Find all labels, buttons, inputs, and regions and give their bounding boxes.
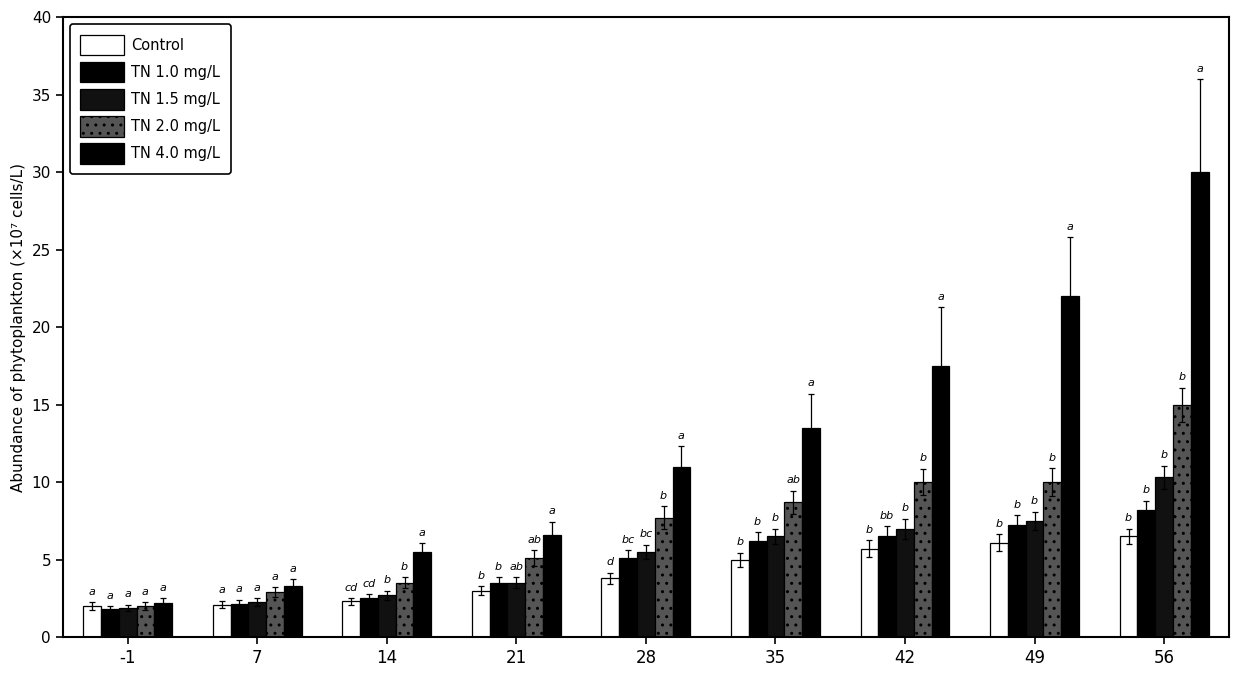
Text: b: b bbox=[1161, 450, 1168, 460]
Bar bbox=[213, 605, 231, 637]
Text: a: a bbox=[107, 591, 113, 601]
Text: b: b bbox=[919, 454, 926, 464]
Text: d: d bbox=[606, 557, 614, 567]
Bar bbox=[1120, 536, 1137, 637]
Bar bbox=[619, 558, 637, 637]
Text: a: a bbox=[1197, 64, 1203, 74]
Text: cd: cd bbox=[362, 579, 376, 589]
Text: ab: ab bbox=[527, 535, 541, 545]
Bar bbox=[931, 366, 950, 637]
Bar bbox=[1043, 482, 1061, 637]
Text: a: a bbox=[678, 431, 684, 441]
Text: ab: ab bbox=[786, 475, 800, 485]
Bar bbox=[231, 604, 248, 637]
Text: a: a bbox=[124, 589, 131, 599]
Bar bbox=[1025, 521, 1043, 637]
Text: b: b bbox=[1125, 513, 1132, 523]
Bar bbox=[1190, 172, 1209, 637]
Bar bbox=[655, 518, 672, 637]
Bar bbox=[601, 578, 619, 637]
Text: a: a bbox=[937, 292, 944, 302]
Bar bbox=[413, 552, 432, 637]
Text: bc: bc bbox=[621, 535, 635, 545]
Bar bbox=[136, 606, 154, 637]
Bar bbox=[248, 602, 267, 637]
Bar bbox=[284, 586, 301, 637]
Text: b: b bbox=[754, 517, 761, 527]
Text: b: b bbox=[996, 519, 1003, 529]
Bar bbox=[914, 482, 931, 637]
Bar bbox=[897, 529, 914, 637]
Bar bbox=[766, 536, 785, 637]
Text: ab: ab bbox=[510, 562, 523, 572]
Bar bbox=[730, 559, 749, 637]
Text: b: b bbox=[866, 525, 873, 535]
Text: a: a bbox=[254, 583, 260, 593]
Bar bbox=[543, 535, 560, 637]
Text: b: b bbox=[737, 537, 744, 547]
Text: b: b bbox=[1143, 485, 1149, 495]
Bar bbox=[267, 592, 284, 637]
Bar bbox=[360, 599, 378, 637]
Bar bbox=[878, 536, 897, 637]
Bar bbox=[396, 583, 413, 637]
Text: b: b bbox=[495, 562, 502, 572]
Text: a: a bbox=[548, 506, 556, 516]
Y-axis label: Abundance of phytoplankton (×10⁷ cells/L): Abundance of phytoplankton (×10⁷ cells/L… bbox=[11, 163, 26, 492]
Text: a: a bbox=[272, 572, 279, 582]
Bar bbox=[507, 583, 526, 637]
Text: a: a bbox=[1066, 222, 1074, 232]
Text: b: b bbox=[383, 575, 391, 585]
Bar bbox=[1173, 405, 1190, 637]
Bar bbox=[785, 502, 802, 637]
Bar bbox=[802, 428, 820, 637]
Text: a: a bbox=[218, 585, 224, 595]
Bar bbox=[342, 601, 360, 637]
Bar bbox=[472, 591, 490, 637]
Text: b: b bbox=[1049, 453, 1056, 462]
Text: bb: bb bbox=[880, 511, 894, 521]
Bar bbox=[637, 552, 655, 637]
Text: a: a bbox=[160, 583, 166, 593]
Bar bbox=[990, 542, 1008, 637]
Bar bbox=[1061, 296, 1079, 637]
Text: b: b bbox=[660, 491, 667, 500]
Text: b: b bbox=[401, 562, 408, 572]
Text: cd: cd bbox=[345, 583, 358, 593]
Text: a: a bbox=[419, 528, 425, 538]
Bar bbox=[1156, 477, 1173, 637]
Text: b: b bbox=[901, 503, 909, 513]
Text: a: a bbox=[289, 563, 296, 574]
Text: a: a bbox=[807, 378, 815, 388]
Text: a: a bbox=[141, 586, 149, 597]
Bar bbox=[490, 583, 507, 637]
Legend: Control, TN 1.0 mg/L, TN 1.5 mg/L, TN 2.0 mg/L, TN 4.0 mg/L: Control, TN 1.0 mg/L, TN 1.5 mg/L, TN 2.… bbox=[71, 24, 231, 174]
Bar bbox=[378, 595, 396, 637]
Text: b: b bbox=[771, 513, 779, 523]
Bar bbox=[861, 549, 878, 637]
Text: bc: bc bbox=[640, 530, 652, 540]
Bar bbox=[154, 603, 172, 637]
Text: b: b bbox=[1178, 372, 1185, 382]
Bar bbox=[119, 607, 136, 637]
Text: b: b bbox=[477, 570, 485, 580]
Bar bbox=[1137, 510, 1156, 637]
Text: b: b bbox=[1013, 500, 1021, 510]
Text: a: a bbox=[88, 586, 95, 597]
Bar bbox=[83, 606, 100, 637]
Bar bbox=[672, 466, 691, 637]
Bar bbox=[526, 558, 543, 637]
Text: a: a bbox=[236, 584, 243, 595]
Bar bbox=[100, 610, 119, 637]
Bar bbox=[1008, 525, 1025, 637]
Bar bbox=[749, 541, 766, 637]
Text: b: b bbox=[1030, 496, 1038, 506]
